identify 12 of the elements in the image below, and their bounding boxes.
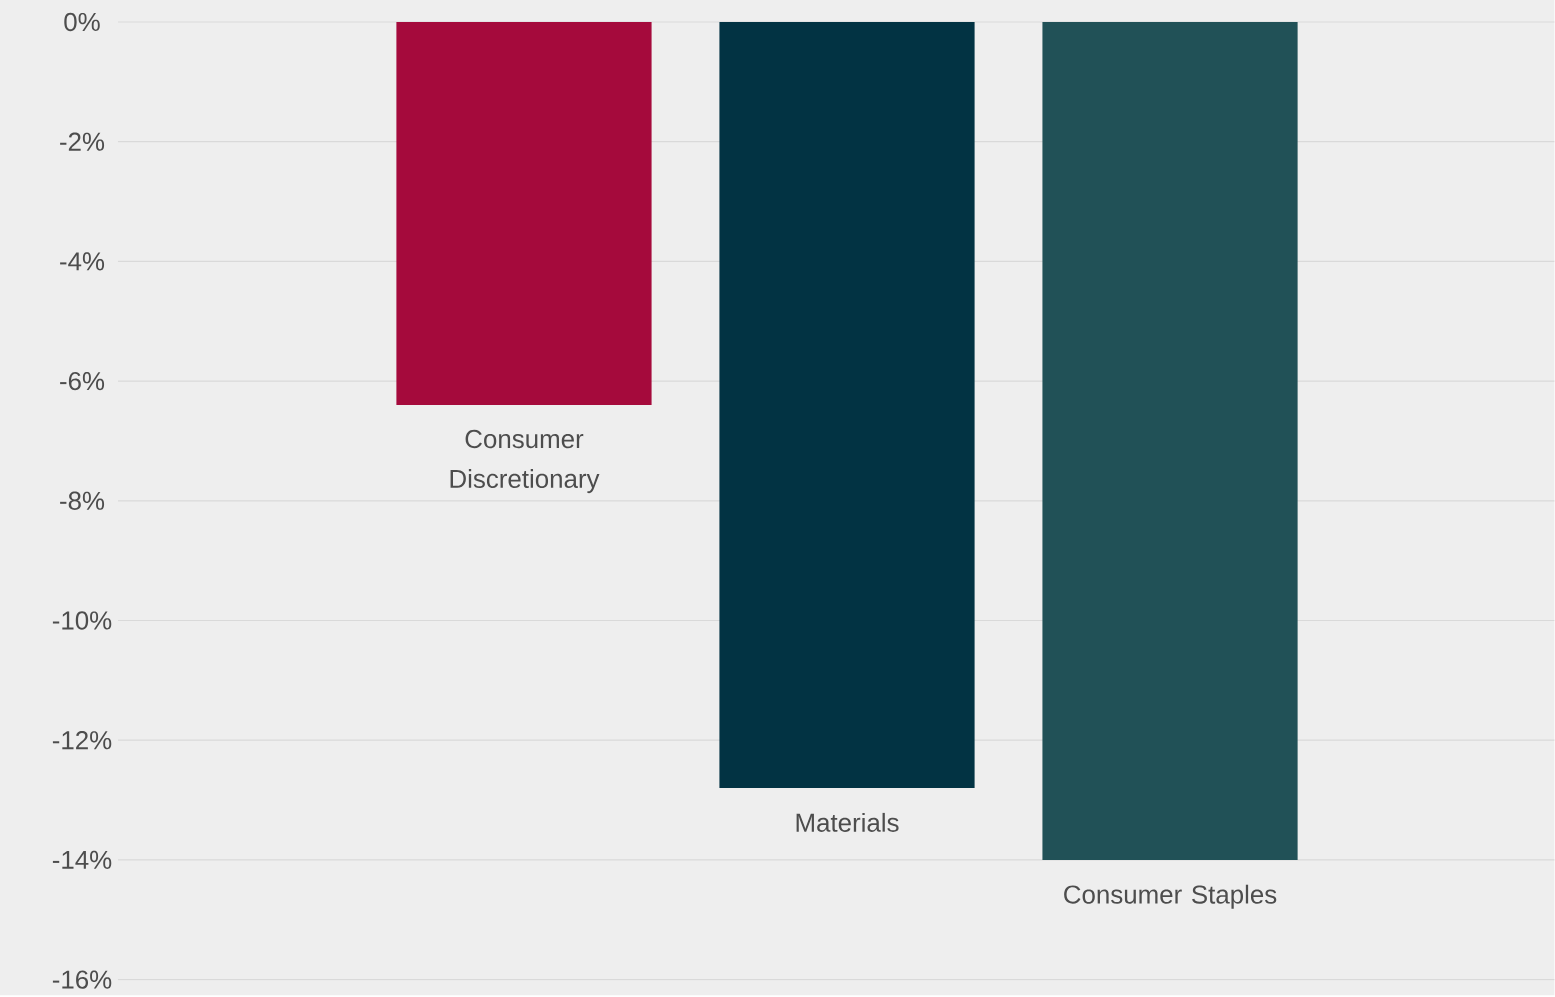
x-tick-label: Consumer Discretionary: [450, 429, 600, 493]
y-tick-label: -4%: [60, 252, 105, 271]
y-tick-label: -12%: [52, 730, 112, 750]
y-tick-label: -2%: [60, 132, 105, 151]
x-tick-label: Consumer Staples: [1064, 884, 1277, 909]
y-tick-label: 0%: [64, 12, 100, 31]
x-tick-label: Materials: [796, 812, 899, 832]
y-tick-label: -8%: [60, 491, 105, 510]
y-tick-label: -16%: [52, 970, 112, 989]
y-tick-label: -6%: [60, 371, 105, 391]
y-tick-label: -14%: [52, 850, 112, 869]
y-tick-label: -10%: [52, 611, 112, 630]
